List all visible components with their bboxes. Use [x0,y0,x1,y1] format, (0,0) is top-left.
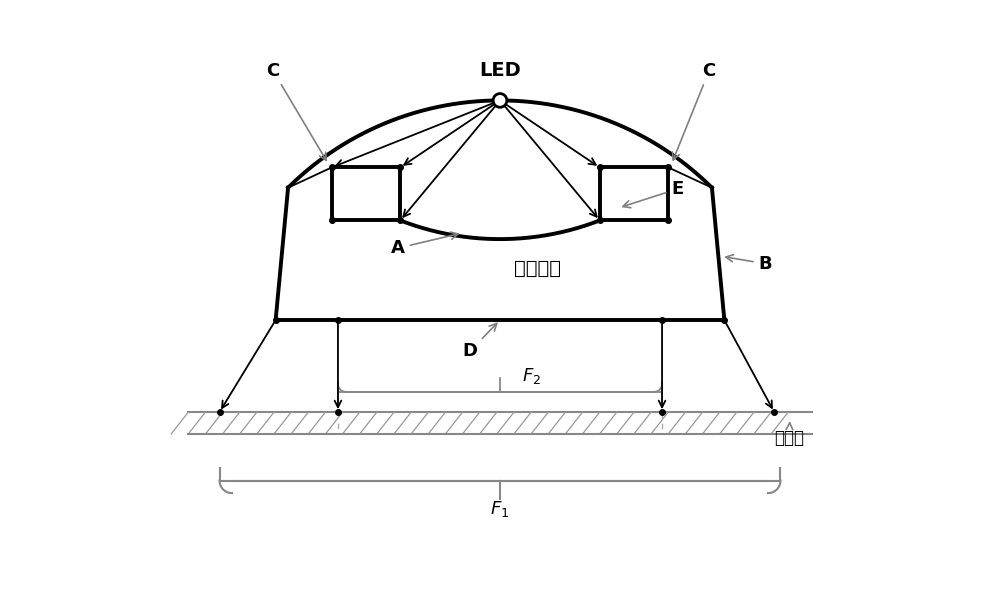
Text: LED: LED [479,61,521,80]
Text: A: A [391,232,458,257]
Circle shape [493,93,507,107]
Text: E: E [623,180,684,208]
Text: $F_2$: $F_2$ [522,366,541,386]
Text: C: C [266,61,326,161]
Text: C: C [672,61,716,160]
Text: B: B [726,255,772,273]
Text: 目标面: 目标面 [774,423,804,447]
Text: 照明透镜: 照明透镜 [514,259,561,278]
Text: D: D [463,324,497,360]
Text: $F_1$: $F_1$ [490,499,510,519]
